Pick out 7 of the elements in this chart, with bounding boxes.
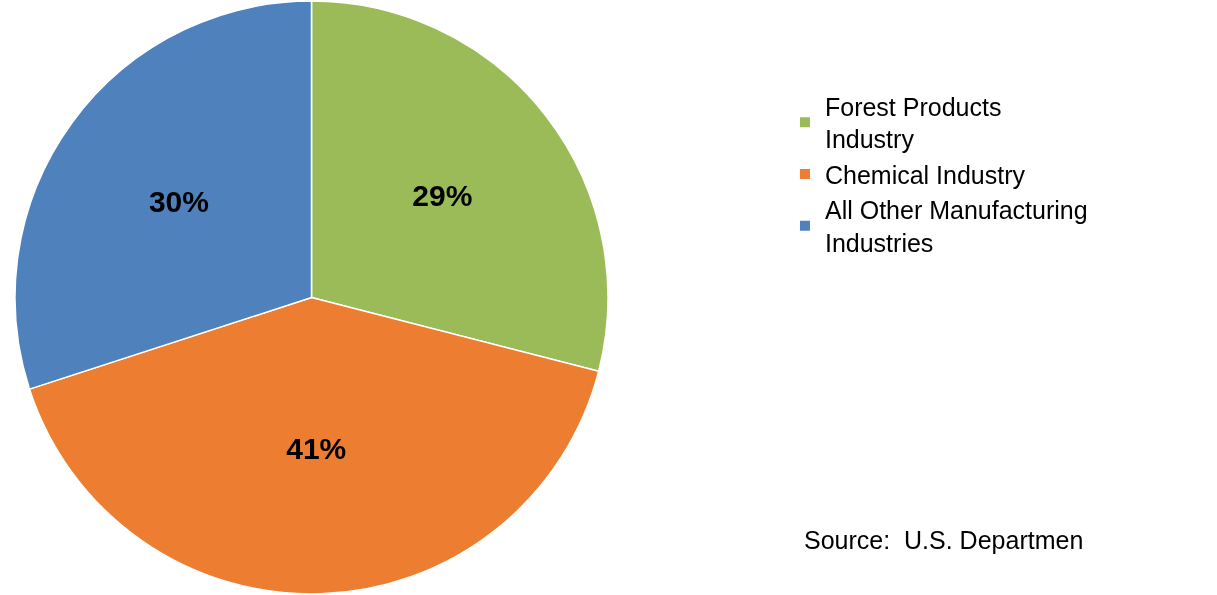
data-label: 29% bbox=[412, 179, 473, 213]
legend-label: Forest Products Industry bbox=[824, 92, 1002, 154]
data-label: 41% bbox=[286, 432, 347, 466]
legend-label: All Other Manufacturing Industries bbox=[824, 196, 1088, 257]
legend-label: Chemical Industry bbox=[824, 160, 1026, 189]
data-label: 30% bbox=[148, 184, 209, 218]
source-note: Source: U.S. Departmen bbox=[804, 526, 1084, 554]
